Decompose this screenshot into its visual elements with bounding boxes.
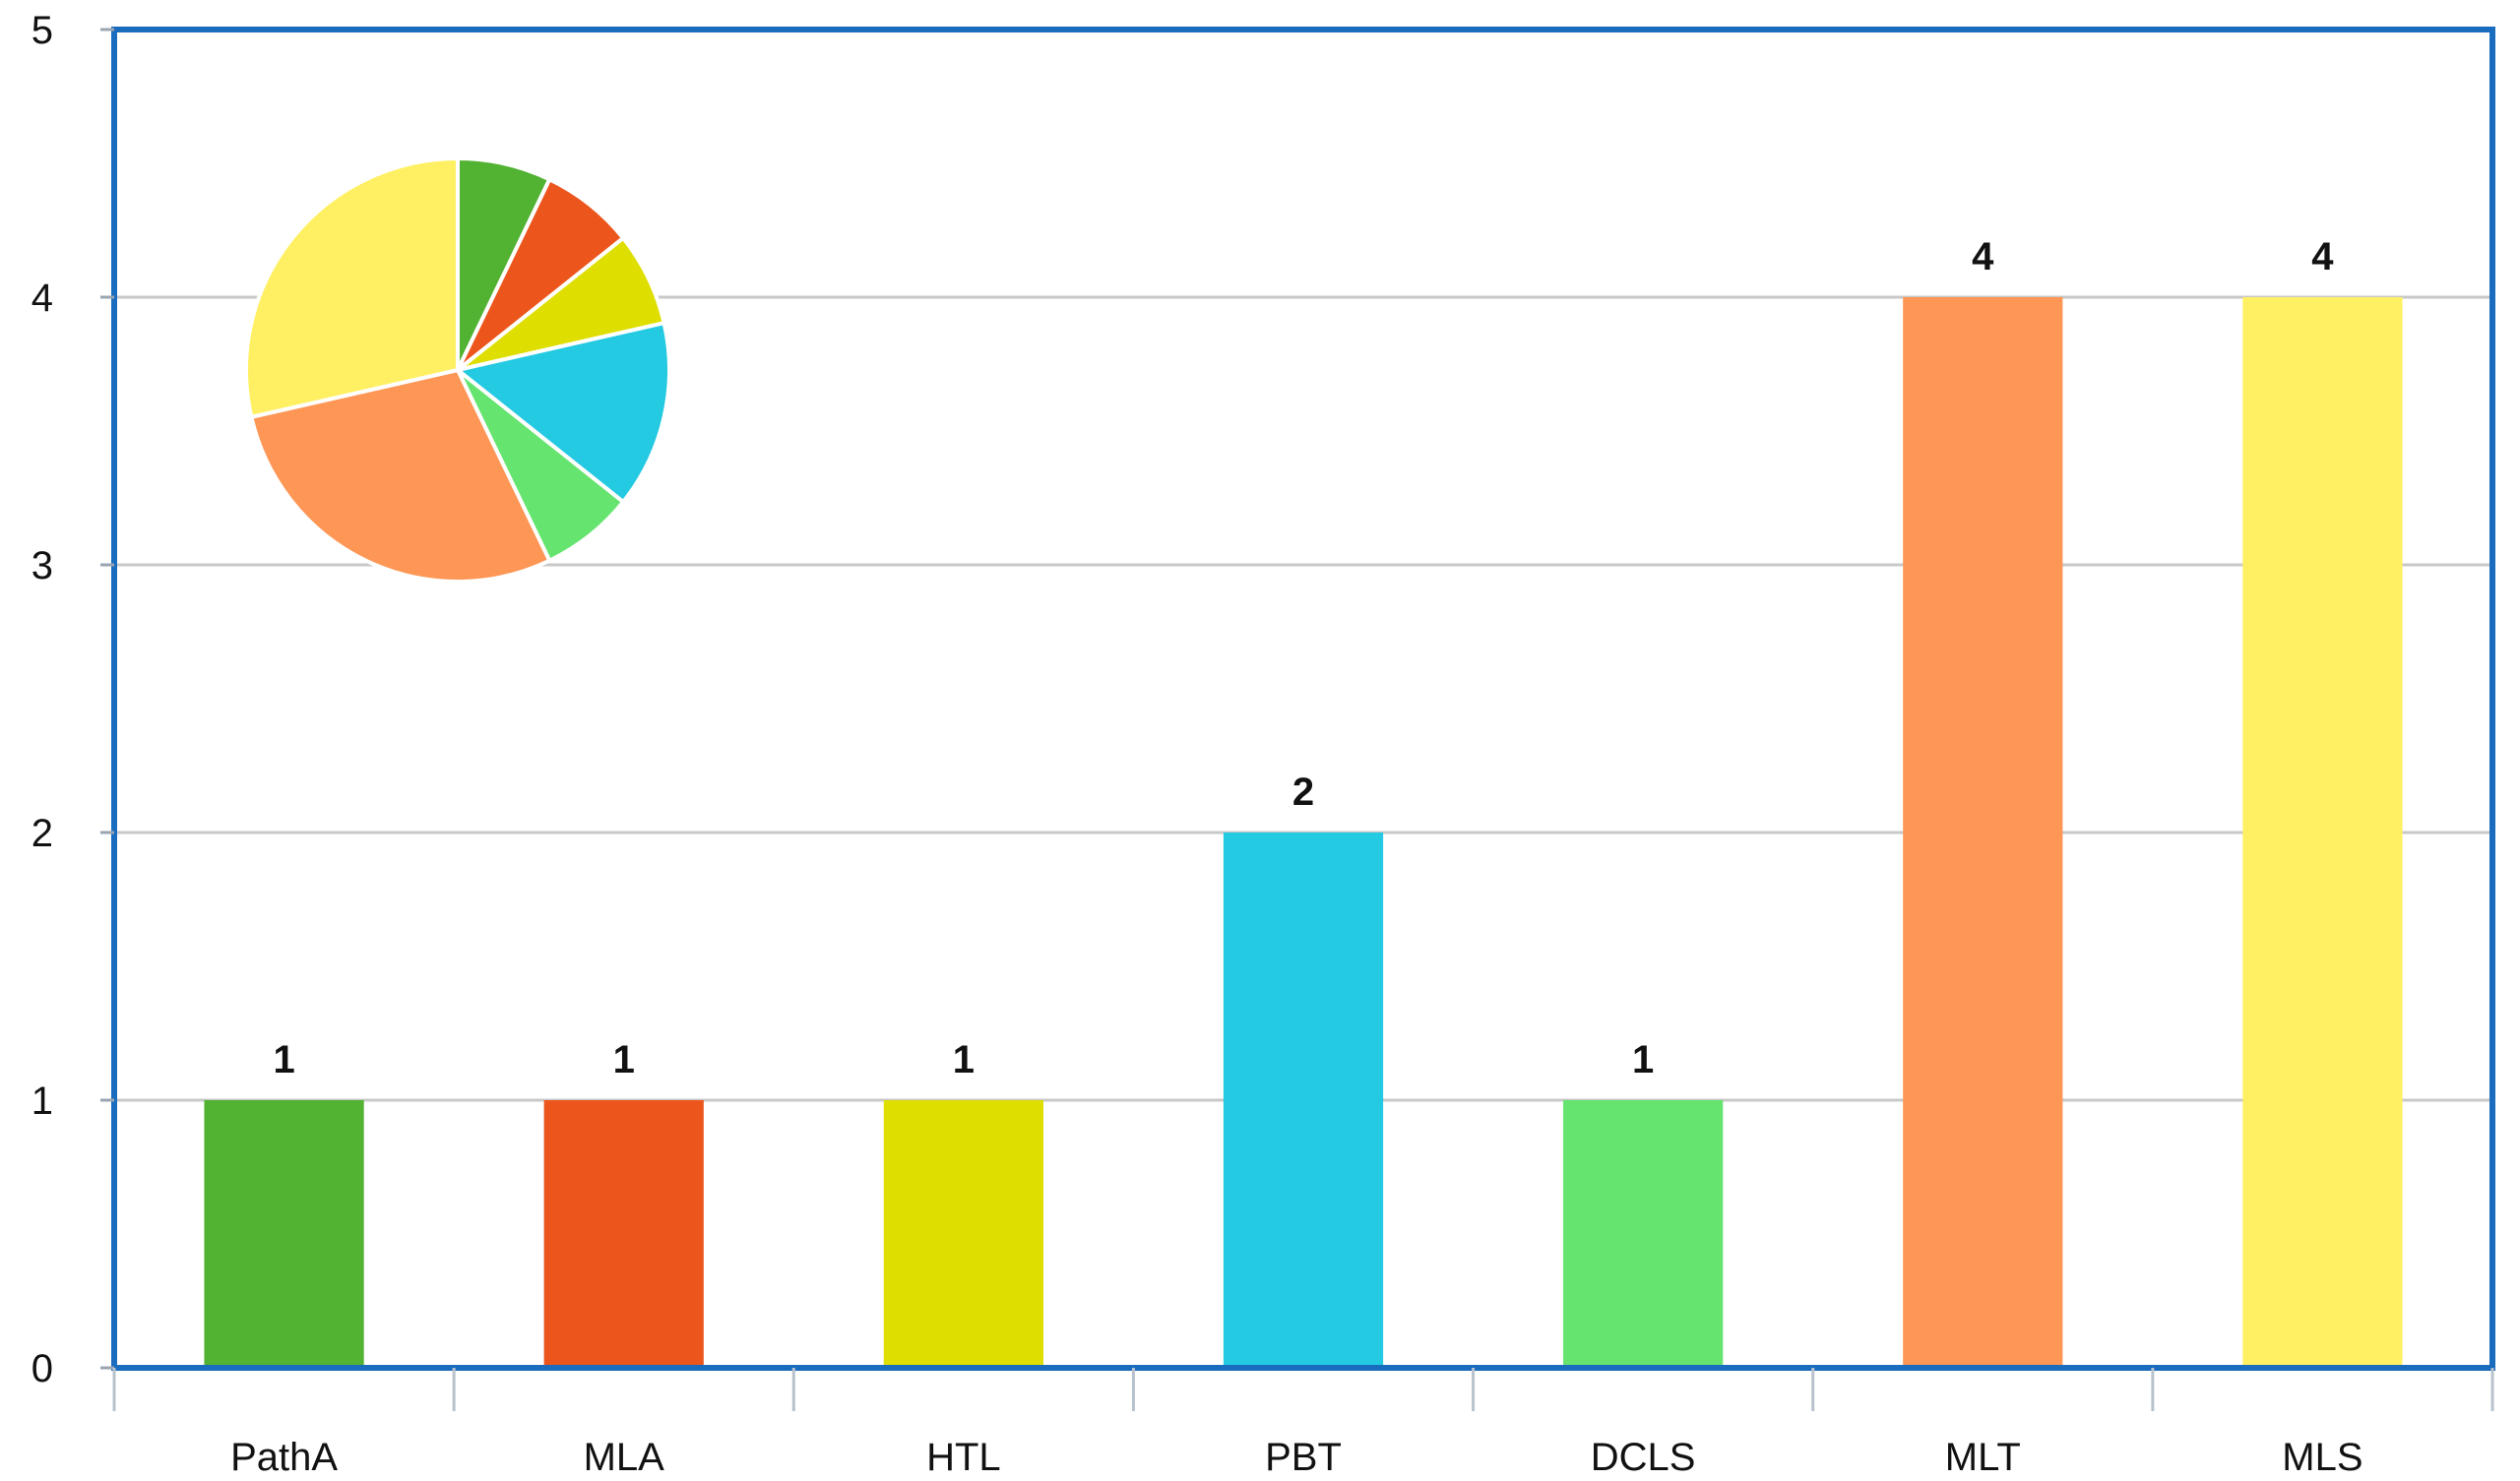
pie-slice-pbt — [456, 321, 671, 505]
tick-labels: 0 1 2 3 4 5 — [32, 9, 53, 1390]
category-labels: PathA MLA HTL PBT DCLS MLT MLS — [230, 1436, 2362, 1479]
y-tick-label: 3 — [32, 544, 53, 587]
category-label: PathA — [230, 1436, 338, 1476]
bar-mls — [2242, 297, 2403, 1368]
axes — [100, 28, 2494, 1411]
data-label: 1 — [1632, 1038, 1654, 1081]
bar-htl — [883, 1100, 1043, 1368]
y-tick-label: 0 — [32, 1347, 53, 1390]
bar-patha — [204, 1100, 364, 1368]
data-label: 1 — [953, 1038, 975, 1081]
category-label: MLT — [1945, 1436, 2021, 1476]
pie-slice-mls — [244, 156, 460, 419]
plot-frame — [111, 27, 2495, 1371]
y-tick-label: 2 — [32, 812, 53, 855]
category-label: HTL — [926, 1436, 1001, 1476]
category-label: MLS — [2282, 1436, 2362, 1476]
y-tick-label: 4 — [32, 277, 53, 320]
bar-dcls — [1563, 1100, 1724, 1368]
data-label: 1 — [273, 1038, 294, 1081]
category-label: PBT — [1265, 1436, 1342, 1476]
bar-mlt — [1903, 297, 2063, 1368]
y-tick-label: 5 — [32, 9, 53, 52]
y-tick-label: 1 — [32, 1080, 53, 1123]
data-labels: 1 1 1 2 1 4 4 — [273, 235, 2334, 1081]
inset-pie-chart — [244, 156, 671, 584]
category-label: DCLS — [1591, 1436, 1696, 1476]
data-label: 4 — [2311, 235, 2334, 278]
data-label: 2 — [1292, 771, 1314, 814]
bar-pbt — [1223, 833, 1384, 1368]
data-label: 1 — [613, 1038, 635, 1081]
category-label: MLA — [584, 1436, 665, 1476]
pie-slice-mlt — [249, 368, 552, 584]
data-label: 4 — [1972, 235, 1994, 278]
bar-mla — [543, 1100, 704, 1368]
bars — [204, 297, 2403, 1368]
